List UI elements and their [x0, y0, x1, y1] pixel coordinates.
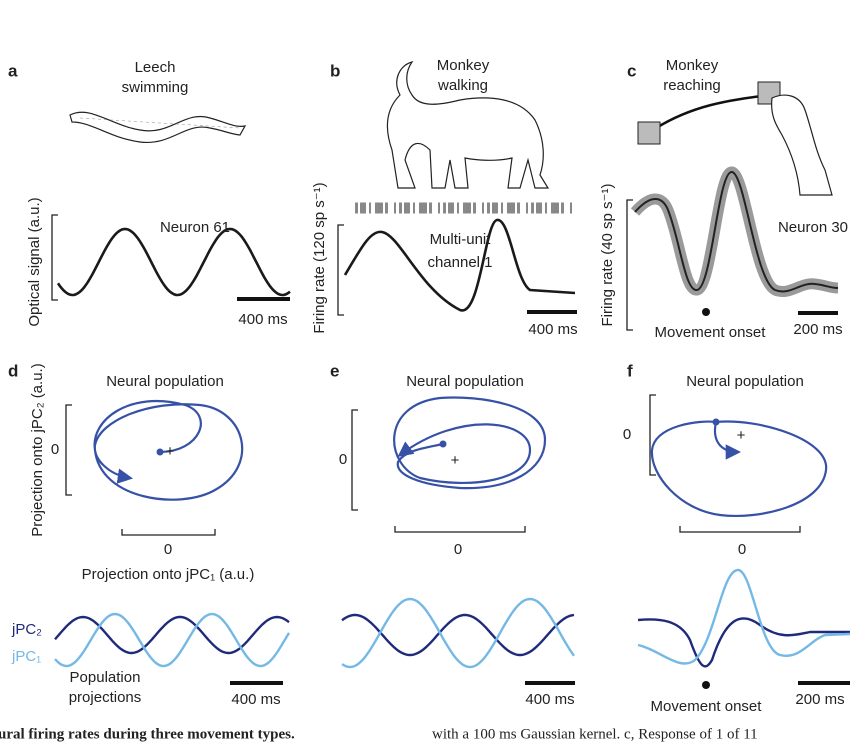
jpc2-trace	[637, 617, 850, 668]
start-marker	[712, 418, 720, 426]
start-marker	[156, 448, 164, 456]
scale-bar-label: 200 ms	[793, 321, 842, 338]
target-box	[637, 121, 661, 145]
trajectory	[650, 420, 828, 517]
panel-title: Neural population	[406, 373, 524, 390]
x-tick-label: 0	[738, 541, 746, 558]
y-axis-bracket	[65, 404, 72, 496]
trace	[634, 171, 839, 293]
trace-label: Neuron 61	[160, 219, 230, 236]
scale-bar-label: 400 ms	[528, 321, 577, 338]
trace	[56, 227, 291, 297]
panel-label: d	[8, 361, 18, 380]
scale-bar-label: 400 ms	[238, 311, 287, 328]
y-axis-label: Projection onto jPC₂ (a.u.)	[29, 363, 46, 536]
panel-label: b	[330, 61, 340, 80]
panel-label: e	[330, 361, 339, 380]
panel-title: reaching	[663, 77, 721, 94]
jpc1-trace	[54, 612, 291, 668]
y-axis-bracket	[649, 394, 656, 476]
panel-title: Neural population	[106, 373, 224, 390]
legend-entry: jPC₂	[11, 621, 42, 638]
y-axis-label: Firing rate (40 sp s⁻¹)	[599, 184, 616, 327]
legend-entry: jPC₁	[11, 648, 41, 665]
onset-marker	[702, 308, 710, 316]
y-axis-bracket	[351, 409, 358, 511]
hand-drawing	[771, 94, 833, 196]
y-axis-bracket	[337, 224, 344, 316]
caption-text: with a 100 ms Gaussian kernel. c, Respon…	[432, 726, 758, 742]
caption-text: ural firing rates during three movement …	[0, 726, 295, 742]
scale-bar-label: 400 ms	[525, 691, 574, 708]
monkey-drawing	[386, 61, 550, 189]
panel-title: swimming	[122, 79, 189, 96]
trace-label: Neuron 30	[778, 219, 848, 236]
x-tick-label: 0	[164, 541, 172, 558]
trajectory	[713, 421, 742, 460]
leech-drawing	[69, 111, 247, 144]
trace-label: Multi-unit	[430, 231, 492, 248]
jpc2-trace	[54, 615, 290, 655]
x-axis-bracket	[121, 529, 216, 536]
jpc1-trace	[341, 597, 575, 669]
panel-label: a	[8, 61, 18, 80]
y-axis-bracket	[51, 214, 58, 301]
reach-path	[649, 93, 771, 134]
jpc2-trace	[341, 613, 575, 657]
panel-title: Monkey	[666, 57, 719, 74]
onset-marker	[702, 681, 710, 689]
trajectory	[93, 399, 244, 501]
panel-title: Leech	[135, 59, 176, 76]
y-axis-label: Optical signal (a.u.)	[26, 197, 43, 326]
panel-label: f	[627, 361, 633, 380]
panel-label: c	[627, 61, 636, 80]
legend-note: projections	[69, 689, 142, 706]
start-marker	[439, 440, 447, 448]
y-tick-label: 0	[623, 426, 631, 443]
event-label: Movement onset	[651, 698, 763, 715]
panel-title: walking	[437, 77, 488, 94]
y-tick-label: 0	[339, 451, 347, 468]
x-axis-label: Projection onto jPC₁ (a.u.)	[82, 566, 255, 583]
x-axis-bracket	[394, 526, 526, 533]
leech-texture	[79, 117, 241, 129]
scale-bar-label: 200 ms	[795, 691, 844, 708]
panel-title: Neural population	[686, 373, 804, 390]
trace-label: channel 1	[427, 254, 492, 271]
scale-bar-label: 400 ms	[231, 691, 280, 708]
origin-marker: +	[166, 443, 175, 460]
trace	[343, 218, 576, 312]
event-label: Movement onset	[655, 324, 767, 341]
x-axis-bracket	[679, 526, 801, 533]
jpc1-trace	[637, 568, 851, 665]
legend-note: Population	[70, 669, 141, 686]
x-tick-label: 0	[454, 541, 462, 558]
trajectory	[393, 396, 547, 490]
y-axis-bracket	[626, 199, 633, 331]
y-tick-label: 0	[51, 441, 59, 458]
panel-title: Monkey	[437, 57, 490, 74]
origin-marker: +	[737, 427, 746, 444]
y-axis-label: Firing rate (120 sp s⁻¹)	[311, 182, 328, 333]
origin-marker: +	[451, 452, 460, 469]
